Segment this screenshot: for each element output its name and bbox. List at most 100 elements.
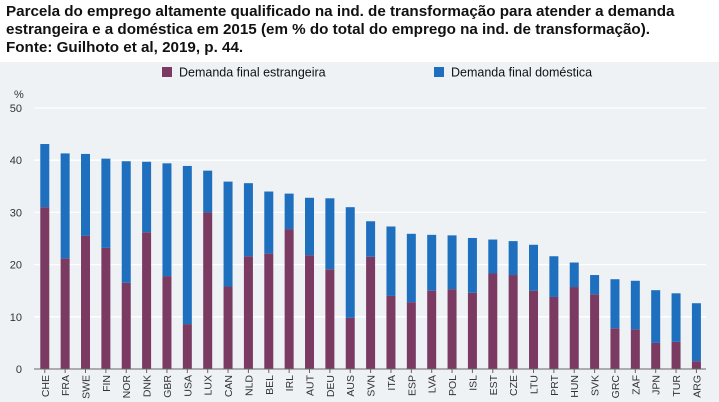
x-tick-label: ARG [691,375,703,398]
y-axis-label: % [14,89,24,101]
x-tick-label: PRT [549,374,561,395]
y-tick-label: 50 [10,103,22,115]
bar-foreign-aut [305,255,315,369]
bar-domestic-est [488,239,498,274]
x-tick-label: USA [182,375,194,397]
x-tick-label: DNK [142,375,154,397]
x-tick-label: LVA [427,375,439,393]
x-tick-label: CZE [508,375,520,396]
y-axis: 0 10 20 30 40 50% [10,89,24,376]
bar-domestic-ltu [529,244,539,291]
x-tick-label: LTU [529,375,541,394]
x-tick-label: CHE [40,375,52,397]
bar-domestic-ita [386,226,396,296]
bar-foreign-lva [427,290,437,369]
x-tick-label: AUT [305,374,317,396]
x-tick-label: SWE [81,375,93,399]
legend-swatch-2 [434,67,444,77]
bar-domestic-nld [243,183,253,257]
bar-foreign-fra [60,258,70,369]
bar-foreign-fin [101,247,111,369]
bar-domestic-zaf [630,280,640,330]
bar-domestic-lux [203,170,213,213]
legend-label-2: Demanda final doméstica [451,66,592,80]
bar-domestic-hun [569,262,579,288]
bar-domestic-deu [325,198,335,270]
bar-foreign-aus [345,317,355,369]
y-tick-label: 10 [10,312,22,324]
bar-domestic-bel [264,191,274,254]
x-tick-label: ESP [406,375,418,396]
title-line-2: estrangeira e a doméstica em 2015 (em % … [6,21,650,38]
y-tick-label: 30 [10,207,22,219]
y-tick-label: 20 [10,260,22,272]
bar-domestic-isl [467,237,477,293]
bar-domestic-svk [590,275,600,295]
bar-foreign-grc [610,328,620,369]
bar-domestic-aus [345,207,355,318]
x-tick-label: NOR [121,375,133,399]
x-tick-label: BEL [264,375,276,395]
bar-foreign-isl [467,292,477,369]
bar-domestic-cze [508,241,518,276]
bars [40,144,701,369]
bar-domestic-tur [671,293,681,342]
x-tick-label: JPN [651,375,663,395]
bar-foreign-deu [325,269,335,369]
bar-foreign-lux [203,212,213,369]
x-tick-label: FRA [60,375,72,396]
legend: Demanda final estrangeira Demanda final d… [162,66,592,80]
title-background [0,0,719,62]
x-tick-label: LUX [203,375,215,395]
bar-foreign-irl [284,229,294,369]
bar-domestic-usa [182,165,192,325]
bar-foreign-dnk [142,232,152,369]
bar-foreign-jpn [651,342,661,369]
x-tick-label: HUN [569,375,581,398]
x-tick-label: IRL [284,375,296,392]
bar-domestic-nor [121,161,131,283]
x-tick-label: GRC [610,375,622,399]
bar-foreign-nld [243,256,253,369]
bar-foreign-svk [590,294,600,369]
x-tick-label: AUS [345,375,357,397]
bar-domestic-prt [549,256,559,297]
bar-foreign-esp [406,302,416,369]
bar-domestic-svn [366,221,376,257]
bar-foreign-bel [264,253,274,369]
x-tick-label: NLD [243,375,255,396]
bar-foreign-zaf [630,329,640,369]
bar-foreign-est [488,273,498,369]
x-tick-label: TUR [671,375,683,397]
y-tick-label: 40 [10,155,22,167]
x-tick-label: SVN [366,375,378,397]
x-tick-label: POL [447,375,459,396]
y-tick-label: 0 [16,364,22,376]
x-axis: CHE FRA SWE FIN NOR DNK GBR USA LUX CAN NLD BEL IRL A… [34,368,706,399]
bar-domestic-swe [81,153,91,236]
x-tick-label: ITA [386,375,398,391]
x-tick-label: GBR [162,375,174,398]
bar-domestic-aut [305,197,315,256]
bar-foreign-che [40,207,50,369]
legend-swatch-1 [162,67,172,77]
bar-foreign-can [223,286,233,369]
bar-domestic-can [223,181,233,287]
bar-domestic-lva [427,234,437,291]
bar-domestic-esp [406,233,416,303]
bar-foreign-cze [508,275,518,369]
bar-domestic-gbr [162,163,172,277]
x-tick-label: ZAF [630,375,642,395]
x-tick-label: SVK [590,375,602,396]
bar-foreign-ita [386,295,396,369]
bar-domestic-jpn [651,290,661,343]
bar-domestic-pol [447,235,457,290]
bar-foreign-ltu [529,290,539,369]
bar-foreign-gbr [162,276,172,369]
bar-foreign-arg [691,361,701,369]
x-tick-label: FIN [101,375,113,392]
bar-foreign-hun [569,287,579,369]
bar-domestic-dnk [142,161,152,233]
